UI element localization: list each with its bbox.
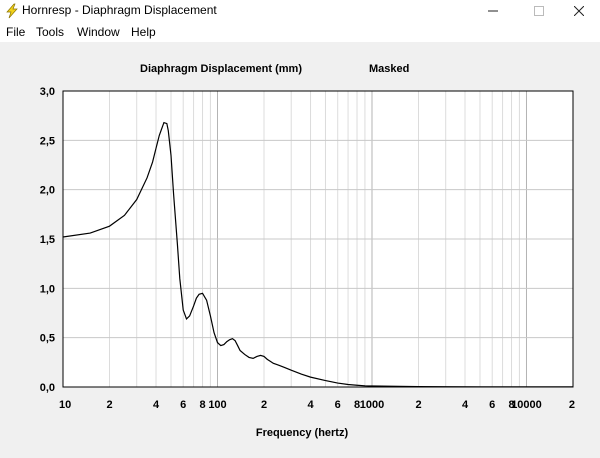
- y-tick-label: 0,5: [40, 333, 55, 345]
- x-tick-label: 8: [508, 399, 514, 411]
- menu-window[interactable]: Window: [77, 25, 120, 39]
- title-bar: Hornresp - Diaphragm Displacement: [0, 0, 600, 23]
- chart-title-note: Masked: [369, 63, 409, 75]
- y-tick-labels: 0,0 0,5 1,0 1,5 2,0 2,5 3,0: [40, 86, 55, 394]
- minimize-button[interactable]: [470, 0, 516, 22]
- y-tick-label: 2,5: [40, 135, 55, 147]
- x-tick-label: 8: [354, 399, 360, 411]
- menu-help[interactable]: Help: [131, 25, 156, 39]
- lightning-bolt-icon: [6, 3, 18, 19]
- y-tick-label: 0,0: [40, 382, 55, 394]
- x-tick-label: 4: [462, 399, 469, 411]
- y-tick-label: 2,0: [40, 185, 55, 197]
- x-tick-label: 6: [180, 399, 186, 411]
- x-tick-label: 6: [335, 399, 341, 411]
- maximize-button[interactable]: [516, 0, 562, 22]
- plot-frame: [62, 90, 574, 388]
- displacement-chart: Diaphragm Displacement (mm) Masked Frequ…: [40, 63, 575, 439]
- x-tick-label: 8: [199, 399, 205, 411]
- chart-area: Diaphragm Displacement (mm) Masked Frequ…: [0, 42, 600, 453]
- maximize-icon: [534, 6, 544, 16]
- x-tick-label: 4: [153, 399, 160, 411]
- chart-title: Diaphragm Displacement (mm): [140, 63, 302, 75]
- displacement-curve: [62, 121, 573, 388]
- x-tick-label: 6: [489, 399, 495, 411]
- x-tick-label: 4: [307, 399, 314, 411]
- y-tick-label: 1,5: [40, 234, 55, 246]
- x-tick-label: 10000: [511, 399, 542, 411]
- x-tick-label: 10: [59, 399, 71, 411]
- x-tick-label: 100: [208, 399, 226, 411]
- y-tick-label: 1,0: [40, 283, 55, 295]
- menu-tools[interactable]: Tools: [36, 25, 65, 39]
- minimize-icon: [488, 10, 498, 12]
- close-button[interactable]: [556, 0, 600, 22]
- menu-file[interactable]: File: [6, 25, 26, 39]
- x-tick-label: 2: [106, 399, 112, 411]
- menu-bar: File Tools Window Help: [0, 22, 600, 42]
- x-tick-label: 1000: [360, 399, 384, 411]
- y-tick-label: 3,0: [40, 86, 55, 98]
- x-tick-label: 2: [261, 399, 267, 411]
- close-icon: [574, 6, 584, 16]
- grid-lines: [63, 91, 573, 387]
- window-title: Hornresp - Diaphragm Displacement: [22, 3, 217, 17]
- x-tick-label: 2: [569, 399, 575, 411]
- x-tick-label: 2: [415, 399, 421, 411]
- x-axis-label: Frequency (hertz): [256, 427, 349, 439]
